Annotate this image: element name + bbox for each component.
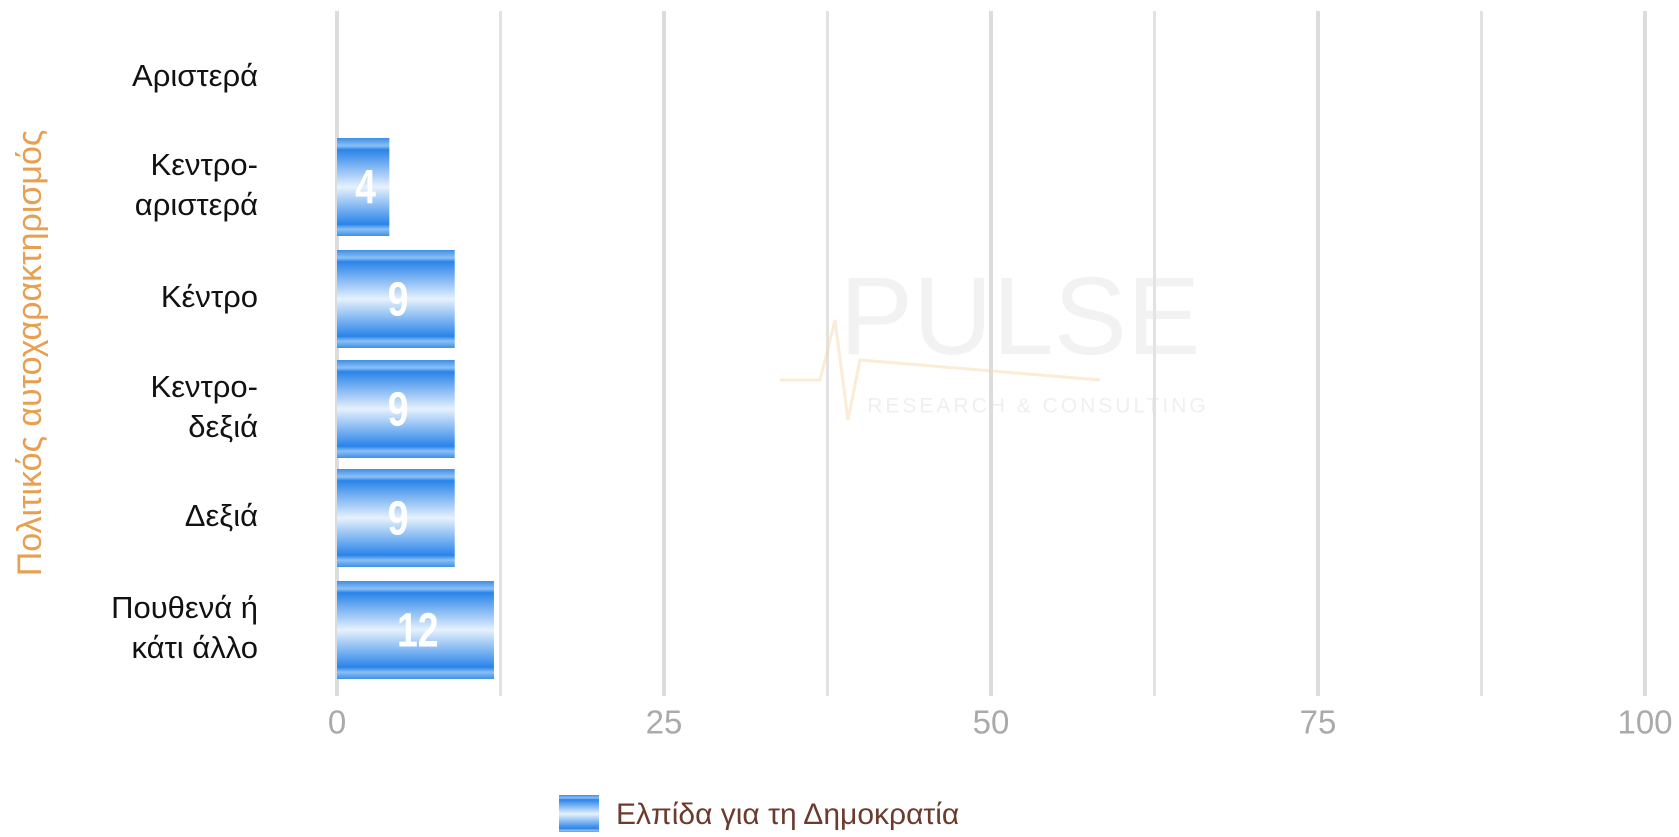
y-tick-label: Κεντρο-δεξιά <box>151 369 259 444</box>
x-tick-label: 0 <box>328 704 346 741</box>
x-tick-label: 50 <box>973 704 1010 741</box>
watermark-tagline: RESEARCH & CONSULTING <box>867 395 1209 418</box>
x-tick-label: 75 <box>1300 704 1337 741</box>
legend-label: Ελπίδα για τη Δημοκρατία <box>616 798 959 831</box>
y-tick-label: Πουθενά ή κάτι άλλο <box>111 590 258 665</box>
y-tick-label: Δεξιά <box>185 498 258 533</box>
y-tick-label: Κεντρο-αριστερά <box>135 147 258 222</box>
value-label: 4 <box>355 161 376 215</box>
watermark-name: PULSE <box>840 255 1201 378</box>
bar <box>337 138 390 236</box>
legend-swatch <box>559 795 599 833</box>
value-label: 9 <box>388 492 409 546</box>
y-tick-label: Αριστερά <box>132 58 258 93</box>
bar <box>337 469 455 567</box>
watermark: PULSE RESEARCH & CONSULTING <box>780 255 1209 421</box>
bar <box>337 581 494 679</box>
bar <box>337 250 455 348</box>
y-tick-label: Κέντρο <box>161 279 258 314</box>
x-tick-label: 25 <box>646 704 683 741</box>
value-label: 9 <box>388 383 409 437</box>
value-label: 9 <box>388 273 409 327</box>
x-tick-label: 100 <box>1617 704 1672 741</box>
y-axis-title: Πολιτικός αυτοχαρακτηρισμός <box>11 130 49 577</box>
bar <box>337 360 455 458</box>
value-label: 12 <box>397 604 439 658</box>
watermark-line <box>780 319 1101 421</box>
